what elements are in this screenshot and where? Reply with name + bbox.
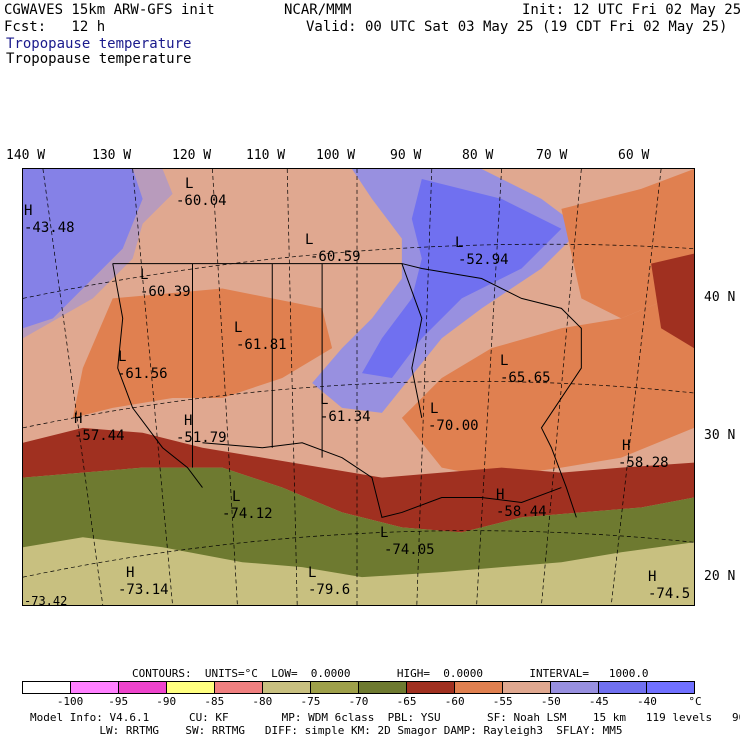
scale-swatch — [551, 682, 599, 693]
map-label-letter: L — [380, 525, 389, 541]
map-label-letter: L — [140, 267, 149, 283]
map-label-value: -74.12 — [222, 506, 273, 522]
lon-label: 70 W — [536, 148, 568, 163]
lat-label: 40 N — [704, 290, 736, 305]
lon-label: 140 W — [6, 148, 46, 163]
field-red-ne — [651, 253, 694, 349]
contours-info: CONTOURS: UNITS=°C LOW= 0.0000 HIGH= 0.0… — [132, 667, 649, 680]
lon-label: 100 W — [316, 148, 356, 163]
model-physics: LW: RRTMG SW: RRTMG DIFF: simple KM: 2D … — [0, 724, 623, 737]
map-label-letter: L — [320, 392, 329, 408]
scale-swatch — [167, 682, 215, 693]
map-label-value: -73.14 — [118, 582, 169, 598]
field-tan — [23, 537, 694, 605]
lat-label: 20 N — [704, 569, 736, 584]
lon-label: 130 W — [92, 148, 132, 163]
scale-swatch — [647, 682, 694, 693]
map-label-value: -65.65 — [500, 370, 551, 386]
map-label-value: -70.00 — [428, 418, 479, 434]
lon-label: 90 W — [390, 148, 422, 163]
map-label-value: -57.44 — [74, 428, 125, 444]
field-title: Tropopause temperature — [6, 51, 192, 67]
org-label: NCAR/MMM — [284, 2, 352, 18]
scale-tick-label: -75 — [300, 695, 321, 708]
map-label-value: -58.28 — [618, 455, 669, 471]
scale-swatch — [455, 682, 503, 693]
init-time: Init: 12 UTC Fri 02 May 25 — [522, 2, 740, 18]
lon-label: 80 W — [462, 148, 494, 163]
map-label-letter: L — [118, 349, 127, 365]
map-label-value: -73.42 — [24, 596, 68, 606]
scale-tick-label: -70 — [348, 695, 369, 708]
scale-swatch — [23, 682, 71, 693]
map-label-value: -43.48 — [24, 220, 75, 236]
scale-tick-label: -85 — [204, 695, 225, 708]
model-info: Model Info: V4.6.1 CU: KF MP: WDM 6class… — [30, 711, 740, 724]
scale-swatch — [119, 682, 167, 693]
scale-tick-label: -40 — [636, 695, 657, 708]
map-label-letter: L — [308, 565, 317, 581]
map-label-value: -79.6 — [308, 582, 351, 598]
map-label-value: -61.34 — [320, 409, 371, 425]
map-label-value: -51.79 — [176, 430, 227, 446]
lon-label: 60 W — [618, 148, 650, 163]
field-blue-central — [361, 178, 562, 379]
map-label-letter: H — [622, 438, 631, 454]
scale-swatch — [503, 682, 551, 693]
map-label-value: -60.39 — [140, 284, 191, 300]
scale-tick-label: -50 — [540, 695, 561, 708]
scale-swatch — [215, 682, 263, 693]
map-label-letter: L — [500, 353, 509, 369]
lon-label: 120 W — [172, 148, 212, 163]
field-red-south — [23, 427, 694, 533]
map-label-value: -60.59 — [310, 249, 361, 265]
forecast-hour: Fcst: 12 h — [4, 19, 106, 35]
map-label-letter: L — [430, 401, 439, 417]
model-title: CGWAVES 15km ARW-GFS init — [4, 2, 215, 18]
map-label-value: -74.5 — [648, 586, 691, 602]
valid-time: Valid: 00 UTC Sat 03 May 25 (19 CDT Fri … — [306, 19, 728, 35]
field-title-blue: Tropopause temperature — [6, 36, 192, 52]
map-label-value: -60.04 — [176, 193, 227, 209]
map-label-value: -61.81 — [236, 337, 287, 353]
scale-tick-label: -95 — [108, 695, 129, 708]
map-label-letter: L — [232, 489, 241, 505]
scale-tick-label: °C — [688, 695, 702, 708]
scale-tick-label: -80 — [252, 695, 273, 708]
scale-tick-label: -55 — [492, 695, 513, 708]
map-label-letter: H — [184, 413, 193, 429]
map-label-letter: L — [185, 176, 194, 192]
map-label-letter: H — [24, 203, 33, 219]
map-label-value: -74.05 — [384, 542, 435, 558]
map-label-value: -52.94 — [458, 252, 509, 268]
temperature-map — [22, 168, 695, 606]
coastlines — [112, 263, 582, 519]
scale-swatch — [311, 682, 359, 693]
graticule — [23, 169, 694, 605]
scale-swatch — [599, 682, 647, 693]
scale-tick-label: -60 — [444, 695, 465, 708]
map-label-value: -58.44 — [496, 504, 547, 520]
map-label-letter: L — [234, 320, 243, 336]
map-label-letter: H — [74, 411, 83, 427]
scale-tick-label: -100 — [56, 695, 84, 708]
color-scale — [22, 681, 695, 694]
map-label-letter: L — [455, 235, 464, 251]
map-label-value: -61.56 — [117, 366, 168, 382]
field-orange-east — [401, 288, 694, 478]
scale-tick-label: -65 — [396, 695, 417, 708]
scale-swatch — [263, 682, 311, 693]
map-label-letter: H — [126, 565, 135, 581]
lat-label: 30 N — [704, 428, 736, 443]
field-orange-west — [72, 288, 333, 418]
scale-swatch — [359, 682, 407, 693]
scale-tick-label: -45 — [588, 695, 609, 708]
scale-swatch — [71, 682, 119, 693]
map-label-letter: H — [496, 487, 505, 503]
lon-label: 110 W — [246, 148, 286, 163]
scale-swatch — [407, 682, 455, 693]
map-label-letter: L — [305, 232, 314, 248]
map-label-letter: H — [648, 569, 657, 585]
scale-tick-label: -90 — [156, 695, 177, 708]
